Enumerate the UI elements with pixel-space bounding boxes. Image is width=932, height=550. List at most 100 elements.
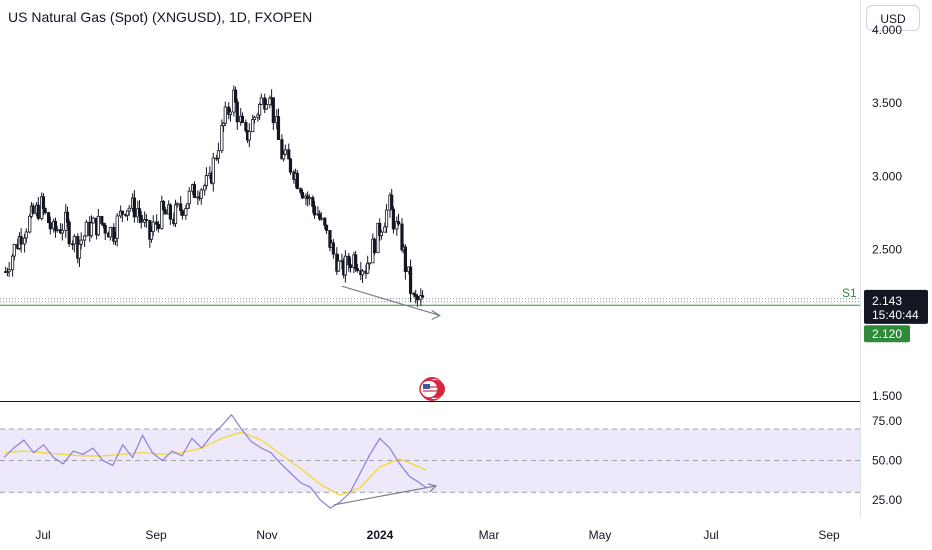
candle <box>31 203 35 215</box>
candle <box>36 197 40 221</box>
candle-body <box>187 190 191 205</box>
candle <box>247 123 251 148</box>
candle-body <box>348 264 353 268</box>
candle <box>396 213 401 227</box>
candle-body <box>280 139 284 160</box>
candle-body <box>19 236 23 245</box>
candle-body <box>137 208 142 216</box>
candle <box>132 190 136 223</box>
candle <box>83 234 87 248</box>
candle <box>79 232 83 250</box>
candle-body <box>378 222 382 236</box>
candle <box>55 225 59 233</box>
candle-body <box>179 203 183 211</box>
candle-body <box>161 201 166 211</box>
candle-body <box>168 204 172 220</box>
candle <box>5 267 10 277</box>
candle-body <box>263 97 267 110</box>
time-tick: Mar <box>479 528 500 542</box>
candle-body <box>347 255 351 266</box>
candle <box>127 204 131 216</box>
candle-body <box>180 210 185 216</box>
candle <box>211 152 215 192</box>
candle-body <box>156 223 160 229</box>
candle <box>355 263 359 273</box>
candle <box>180 209 185 220</box>
candle <box>299 187 303 196</box>
candle-body <box>101 222 106 226</box>
candle <box>185 203 190 210</box>
divergence-arrow <box>333 485 437 506</box>
candle-body <box>173 204 178 225</box>
candle-body <box>67 221 71 245</box>
price-tick: 3.500 <box>872 96 902 110</box>
candle-body <box>235 101 239 123</box>
us-flag-icon[interactable] <box>419 377 445 401</box>
candle <box>282 151 286 162</box>
candle <box>84 219 88 237</box>
candle <box>268 95 272 109</box>
candle-body <box>160 201 164 229</box>
candle-body <box>36 204 40 219</box>
candle <box>343 250 347 283</box>
candle <box>115 212 119 247</box>
candle-body <box>312 205 317 216</box>
candle <box>192 181 197 198</box>
price-tick: 1.500 <box>872 389 902 403</box>
candle-body <box>24 231 28 239</box>
candle <box>43 207 47 215</box>
candle <box>263 93 267 114</box>
candle-body <box>184 208 188 216</box>
candle <box>372 237 377 256</box>
candle <box>415 293 420 307</box>
candle-body <box>113 237 118 242</box>
candle <box>408 259 413 303</box>
candle-body <box>420 295 425 298</box>
candle <box>318 210 322 221</box>
candle <box>244 119 248 133</box>
candle-body <box>227 106 231 115</box>
candle-body <box>223 106 227 124</box>
candle <box>216 142 221 164</box>
candle-body <box>199 189 203 199</box>
candle-body <box>72 236 76 245</box>
candle-body <box>311 197 315 207</box>
candle <box>137 200 142 224</box>
currency-button[interactable]: USD <box>866 5 920 31</box>
support-price-tag: 2.120 <box>864 325 910 343</box>
candle-body <box>216 150 221 159</box>
candle-body <box>125 210 130 216</box>
candle-body <box>307 197 311 200</box>
candle <box>383 222 387 233</box>
candle <box>379 229 383 240</box>
candle <box>366 255 370 275</box>
candle <box>311 195 315 214</box>
candle <box>221 122 226 132</box>
candle-body <box>403 246 408 272</box>
candle <box>53 217 58 238</box>
candle-body <box>115 215 119 239</box>
candle <box>256 112 260 122</box>
candle <box>139 211 143 229</box>
candle-body <box>419 295 423 301</box>
candle-body <box>343 255 347 276</box>
candle-body <box>323 217 327 226</box>
candle-body <box>328 230 332 248</box>
candle-body <box>383 226 387 233</box>
candle-body <box>233 89 238 103</box>
candle <box>304 193 308 206</box>
candle <box>347 252 351 272</box>
candle-body <box>408 266 413 294</box>
candle <box>113 231 118 246</box>
candle-body <box>96 215 100 236</box>
candle-body <box>324 224 329 231</box>
candle <box>324 224 329 234</box>
support-price-value: 2.120 <box>872 327 902 341</box>
countdown-timer: 15:40:44 <box>872 308 919 322</box>
candle-body <box>112 226 116 242</box>
candle-body <box>354 254 358 269</box>
candle <box>120 210 124 222</box>
candle <box>22 234 27 253</box>
candle-body <box>132 197 136 218</box>
